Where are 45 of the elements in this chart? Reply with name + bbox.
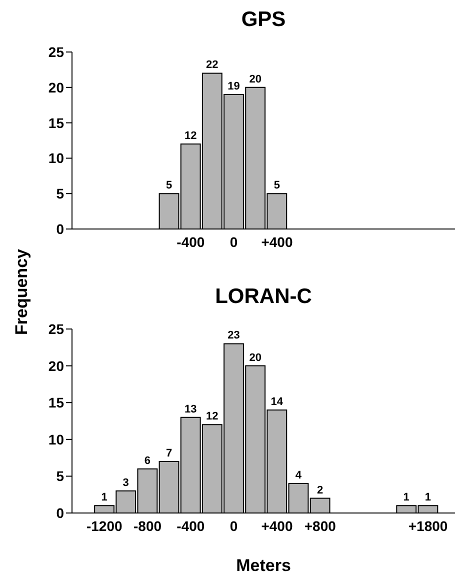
y-tick-label: 25	[48, 44, 64, 60]
data-label: 20	[249, 73, 262, 86]
data-label: 1	[403, 492, 410, 504]
y-tick-label: 15	[48, 394, 64, 411]
data-label: 23	[228, 330, 240, 342]
x-tick-label: 0	[230, 234, 238, 250]
y-tick-label: 15	[48, 114, 64, 131]
data-label: 1	[101, 492, 108, 504]
chart-title: GPS	[240, 8, 287, 33]
x-tick-label: -400	[176, 234, 205, 250]
x-tick-label: -400	[176, 518, 205, 534]
y-tick-label: 25	[48, 320, 64, 337]
y-tick-label: 10	[48, 150, 64, 166]
y-tick-label: 0	[56, 504, 64, 521]
x-tick-label: +1800	[408, 518, 448, 534]
data-label: 14	[270, 396, 284, 408]
x-tick-label: -1200	[86, 518, 122, 534]
x-tick-label: +400	[261, 234, 293, 250]
x-tick-label: +400	[261, 518, 293, 534]
data-label: 3	[122, 476, 129, 489]
data-label: 5	[166, 180, 172, 192]
y-tick-label: 5	[56, 186, 64, 202]
data-label: 12	[184, 130, 197, 142]
data-label: 6	[144, 454, 151, 467]
x-axis-title: Meters	[236, 556, 291, 575]
y-axis-title: Frequency	[12, 248, 32, 334]
x-tick-label: 0	[230, 518, 238, 534]
y-tick-label: 10	[48, 431, 64, 448]
data-label: 20	[249, 352, 262, 364]
data-label: 19	[228, 80, 240, 92]
y-tick-label: 20	[48, 79, 64, 96]
chart-title: LORAN-C	[215, 285, 312, 308]
data-label: 13	[184, 403, 197, 416]
data-label: 2	[317, 484, 324, 496]
data-label: 12	[206, 410, 218, 423]
y-tick-label: 0	[56, 220, 64, 237]
data-label: 7	[166, 447, 172, 460]
y-tick-label: 5	[56, 468, 64, 484]
data-label: 1	[424, 492, 432, 504]
data-label: 5	[274, 180, 280, 192]
x-tick-label: +800	[304, 518, 336, 534]
data-label: 22	[206, 59, 218, 72]
x-tick-label: -800	[134, 518, 162, 534]
data-label: 4	[295, 470, 302, 482]
y-tick-label: 20	[48, 358, 64, 374]
